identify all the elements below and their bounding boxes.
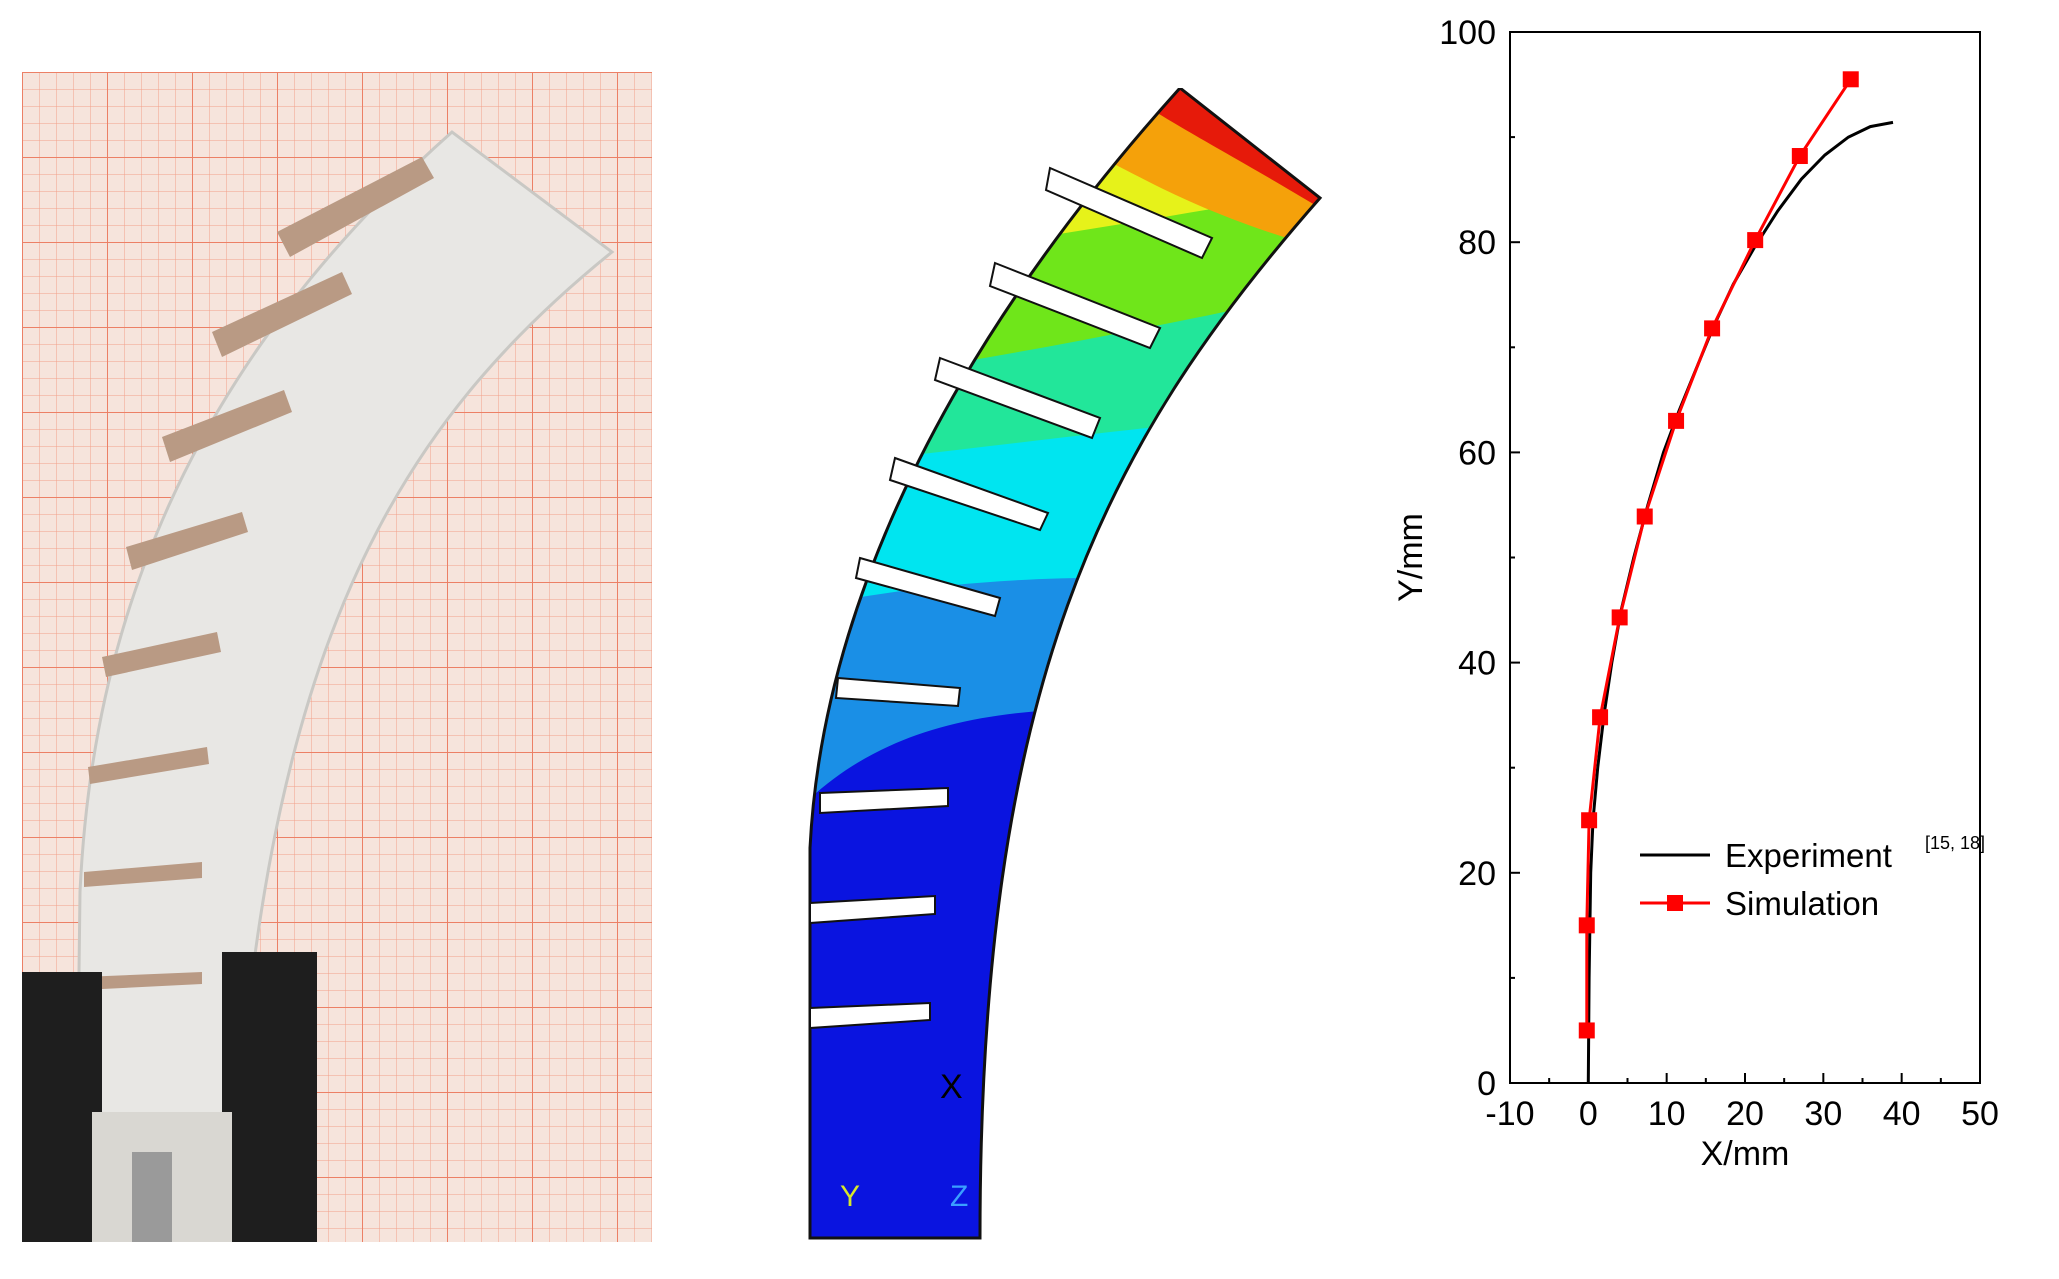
clamp-left [22, 972, 102, 1242]
fem-triad-y-label: Y [840, 1180, 860, 1213]
fem-contour-drawing: X Y Z [808, 88, 1323, 1240]
trajectory-chart: -10 0 10 20 30 40 50 0 20 40 60 80 100 X/mm Y/mm Ex… [1370, 0, 2059, 1279]
x-tick-label: 40 [1883, 1095, 1921, 1133]
actuator-slots [82, 157, 434, 990]
simulation-point [1578, 917, 1595, 934]
legend-experiment-reference: [15, 18] [1925, 833, 1985, 853]
fem-outline [808, 88, 1323, 1240]
simulation-point [1842, 71, 1859, 88]
air-tube [132, 1152, 172, 1242]
y-tick-label: 80 [1458, 224, 1496, 262]
simulation-point [1668, 412, 1685, 429]
legend-simulation-marker [1667, 895, 1683, 911]
y-tick-label: 100 [1439, 14, 1496, 52]
fem-simulation-contour: X Y Z [800, 88, 1340, 1248]
actuator-body [75, 130, 615, 1134]
x-tick-label: 30 [1804, 1095, 1842, 1133]
simulation-point [1747, 232, 1764, 249]
y-axis-ticks: 0 20 40 60 80 100 [1439, 14, 1520, 1103]
simulation-point [1636, 508, 1653, 525]
x-tick-label: 50 [1961, 1095, 1999, 1133]
y-tick-label: 20 [1458, 855, 1496, 893]
y-tick-label: 0 [1477, 1065, 1496, 1103]
simulation-point [1592, 709, 1609, 726]
y-tick-label: 60 [1458, 434, 1496, 472]
fem-triad-x-label: X [940, 1068, 963, 1106]
y-axis-title: Y/mm [1392, 513, 1430, 602]
series-layer [1578, 71, 1894, 1084]
simulation-point [1611, 609, 1628, 626]
x-tick-label: 20 [1726, 1095, 1764, 1133]
x-tick-label: -10 [1485, 1095, 1534, 1133]
x-tick-label: 10 [1648, 1095, 1686, 1133]
legend-simulation-label: Simulation [1725, 885, 1879, 922]
fem-color-bands [810, 88, 1320, 1238]
fem-triad-z-label: Z [950, 1180, 968, 1213]
actuator-photo [22, 72, 652, 1242]
y-tick-label: 40 [1458, 645, 1496, 683]
x-tick-label: 0 [1579, 1095, 1598, 1133]
simulation-point [1704, 320, 1721, 337]
legend-experiment-label: Experiment [1725, 837, 1892, 874]
simulation-point [1581, 812, 1598, 829]
actuator-photo-drawing [22, 72, 652, 1242]
fem-slots [809, 166, 1214, 1030]
legend: Experiment [15, 18] Simulation [1640, 833, 1985, 922]
x-axis-title: X/mm [1701, 1135, 1790, 1173]
x-axis-ticks: -10 0 10 20 30 40 50 [1485, 1073, 1999, 1133]
simulation-point [1578, 1022, 1595, 1039]
clamp-right [222, 952, 317, 1242]
simulation-point [1791, 148, 1808, 165]
